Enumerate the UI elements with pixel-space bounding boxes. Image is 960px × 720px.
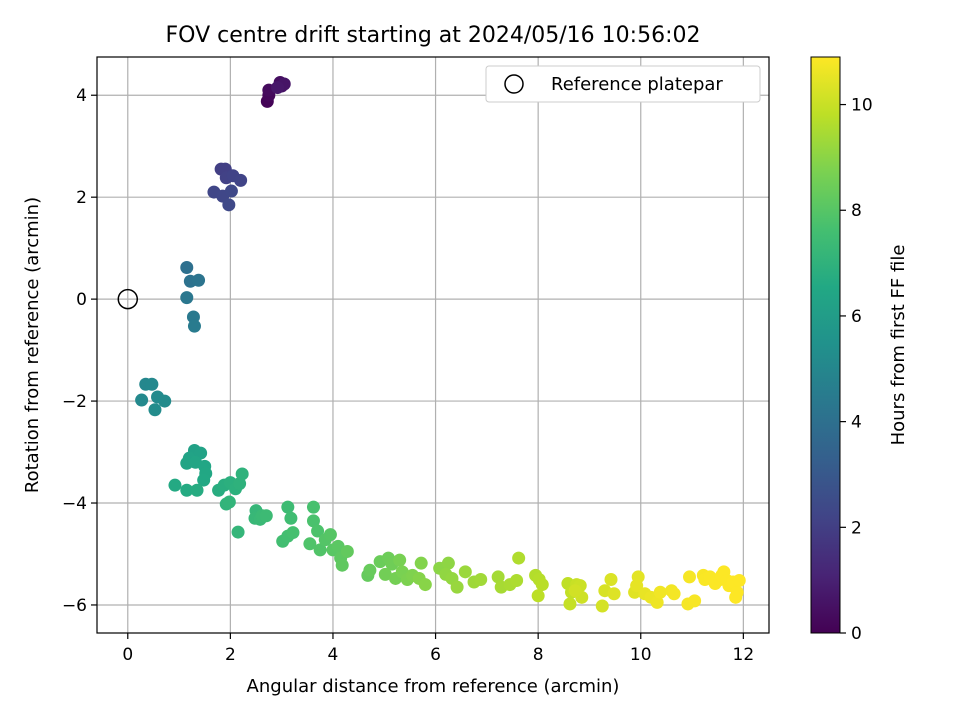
scatter-point (414, 556, 428, 570)
scatter-point (231, 525, 245, 539)
scatter-point (158, 394, 172, 408)
plot-area: 0 2 4 6 8 10 12 −6 −4 −2 0 2 4 (62, 56, 770, 665)
scatter-point (595, 599, 609, 613)
scatter-point (180, 483, 194, 497)
scatter-point (286, 526, 300, 540)
scatter-point (568, 584, 582, 598)
scatter-point (192, 273, 206, 287)
scatter-points (135, 75, 746, 613)
plot-background (97, 57, 769, 633)
colorbar-tick-label: 4 (851, 413, 862, 433)
scatter-point (531, 589, 545, 603)
colorbar-label: Hours from first FF file (888, 245, 909, 446)
scatter-point (180, 261, 194, 275)
y-tick-label: 2 (76, 188, 87, 208)
scatter-point (135, 393, 149, 407)
colorbar-tick-label: 0 (851, 624, 862, 644)
scatter-point (688, 594, 702, 608)
scatter-point (224, 184, 238, 198)
scatter-point (682, 570, 696, 584)
x-tick-label: 0 (122, 645, 133, 665)
scatter-point (458, 565, 472, 579)
scatter-point (378, 567, 392, 581)
scatter-point (222, 198, 236, 212)
scatter-point (340, 544, 354, 558)
scatter-point (535, 578, 549, 592)
y-axis-ticks: −6 −4 −2 0 2 4 (62, 86, 97, 616)
y-tick-label: 0 (76, 290, 87, 310)
y-tick-label: −2 (62, 392, 87, 412)
scatter-point (197, 473, 211, 487)
scatter-point (271, 81, 285, 95)
x-tick-label: 12 (733, 645, 755, 665)
scatter-point (180, 291, 194, 305)
x-axis-ticks: 0 2 4 6 8 10 12 (122, 633, 754, 665)
plot-frame (96, 56, 770, 634)
scatter-point (450, 580, 464, 594)
scatter-point (145, 377, 159, 391)
scatter-point (650, 595, 664, 609)
colorbar-tick-label: 8 (851, 201, 862, 221)
chart-title: FOV centre drift starting at 2024/05/16 … (166, 23, 701, 48)
scatter-point (653, 585, 667, 599)
scatter-point (441, 556, 455, 570)
scatter-point (259, 509, 273, 523)
x-tick-label: 10 (630, 645, 652, 665)
grid-lines (97, 57, 769, 633)
scatter-point (512, 551, 526, 565)
scatter-point (281, 500, 295, 514)
reference-platepar-marker (117, 288, 139, 310)
scatter-point (284, 511, 298, 525)
scatter-point (235, 467, 249, 481)
colorbar-tick-label: 2 (851, 518, 862, 538)
colorbar-gradient (810, 56, 841, 634)
reference-layer (117, 288, 139, 310)
legend-entry-reference: Reference platepar (551, 74, 723, 95)
scatter-point (168, 478, 182, 492)
x-tick-label: 2 (225, 645, 236, 665)
scatter-point (393, 553, 407, 567)
colorbar-tick-label: 6 (851, 307, 862, 327)
scatter-point (306, 500, 320, 514)
scatter-point (187, 319, 201, 333)
scatter-point (607, 587, 621, 601)
scatter-point (303, 537, 317, 551)
x-axis-label: Angular distance from reference (arcmin) (247, 676, 620, 697)
scatter-point (148, 403, 162, 417)
y-axis-label: Rotation from reference (arcmin) (22, 197, 43, 493)
x-tick-label: 8 (533, 645, 544, 665)
x-tick-label: 4 (328, 645, 339, 665)
legend-box (485, 65, 761, 103)
scatter-point (363, 563, 377, 577)
x-tick-label: 6 (430, 645, 441, 665)
scatter-point (630, 579, 644, 593)
scatter-point (667, 587, 681, 601)
scatter-point (510, 573, 524, 587)
scatter-point (335, 558, 349, 572)
colorbar-ticks: 0 2 4 6 8 10 (840, 96, 873, 644)
colorbar: 0 2 4 6 8 10 Hours from first FF file (810, 56, 909, 644)
scatter-point (729, 590, 743, 604)
y-tick-label: 4 (76, 86, 87, 106)
scatter-point (306, 514, 320, 528)
scatter-point (563, 597, 577, 611)
scatter-point (311, 524, 325, 538)
scatter-point (732, 573, 746, 587)
y-tick-label: −4 (62, 494, 87, 514)
legend: Reference platepar (485, 65, 761, 103)
scatter-point (418, 578, 432, 592)
y-tick-label: −6 (62, 596, 87, 616)
scatter-point (190, 483, 204, 497)
scatter-point (491, 570, 505, 584)
legend-marker-reference (504, 74, 524, 94)
scatter-point (222, 495, 236, 509)
scatter-point (234, 173, 248, 187)
scatter-point (323, 528, 337, 542)
colorbar-tick-label: 10 (851, 96, 873, 116)
scatter-point (604, 572, 618, 586)
scatter-point (474, 572, 488, 586)
scatter-point (313, 543, 327, 557)
